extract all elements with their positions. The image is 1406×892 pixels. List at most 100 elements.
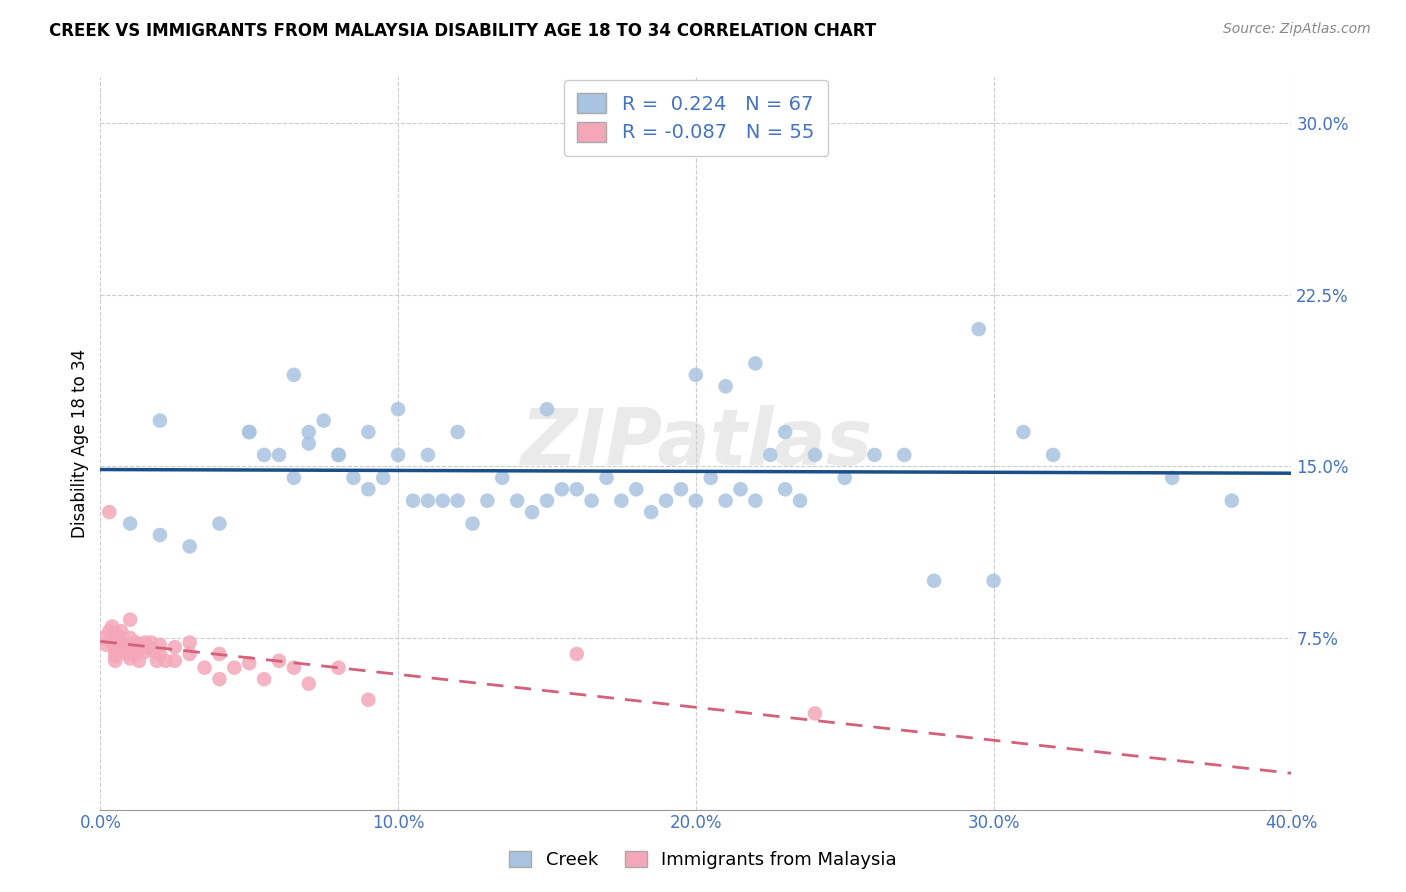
Point xyxy=(387,402,409,417)
Point xyxy=(104,629,127,643)
Point xyxy=(96,638,118,652)
Point xyxy=(1161,471,1184,485)
Point xyxy=(128,654,150,668)
Point xyxy=(520,505,543,519)
Point xyxy=(461,516,484,531)
Point xyxy=(163,640,186,654)
Point xyxy=(863,448,886,462)
Point xyxy=(773,482,796,496)
Text: Source: ZipAtlas.com: Source: ZipAtlas.com xyxy=(1223,22,1371,37)
Point xyxy=(112,645,135,659)
Point xyxy=(163,654,186,668)
Point xyxy=(104,640,127,654)
Point xyxy=(565,482,588,496)
Point xyxy=(416,493,439,508)
Point xyxy=(446,493,468,508)
Point xyxy=(744,493,766,508)
Point xyxy=(357,692,380,706)
Point xyxy=(1220,493,1243,508)
Point xyxy=(101,635,124,649)
Point xyxy=(1042,448,1064,462)
Point xyxy=(328,448,350,462)
Point xyxy=(104,649,127,664)
Point xyxy=(125,635,148,649)
Point xyxy=(699,471,721,485)
Point xyxy=(640,505,662,519)
Point xyxy=(446,425,468,439)
Point xyxy=(685,368,707,382)
Point xyxy=(238,656,260,670)
Point xyxy=(179,540,201,554)
Point xyxy=(626,482,648,496)
Point xyxy=(149,528,172,542)
Point xyxy=(744,356,766,370)
Point xyxy=(104,654,127,668)
Point xyxy=(149,647,172,661)
Point xyxy=(536,402,558,417)
Point xyxy=(298,436,321,450)
Text: ZIPatlas: ZIPatlas xyxy=(520,406,872,482)
Point xyxy=(298,676,321,690)
Point xyxy=(110,624,132,638)
Point xyxy=(253,672,276,686)
Point xyxy=(128,638,150,652)
Point xyxy=(387,448,409,462)
Point xyxy=(238,425,260,439)
Point xyxy=(773,425,796,439)
Point xyxy=(107,629,129,643)
Point xyxy=(179,647,201,661)
Point xyxy=(730,482,752,496)
Point xyxy=(328,661,350,675)
Point xyxy=(104,645,127,659)
Point xyxy=(120,645,142,659)
Point xyxy=(283,368,305,382)
Point xyxy=(224,661,246,675)
Point xyxy=(714,493,737,508)
Point xyxy=(804,448,827,462)
Point xyxy=(139,635,162,649)
Point xyxy=(610,493,633,508)
Point xyxy=(98,624,121,638)
Point xyxy=(328,448,350,462)
Point xyxy=(136,640,159,654)
Point xyxy=(131,640,153,654)
Point xyxy=(134,635,156,649)
Point xyxy=(565,647,588,661)
Point xyxy=(402,493,425,508)
Point xyxy=(357,425,380,439)
Text: CREEK VS IMMIGRANTS FROM MALAYSIA DISABILITY AGE 18 TO 34 CORRELATION CHART: CREEK VS IMMIGRANTS FROM MALAYSIA DISABI… xyxy=(49,22,876,40)
Point xyxy=(373,471,395,485)
Point xyxy=(120,631,142,645)
Point xyxy=(149,414,172,428)
Point xyxy=(110,640,132,654)
Point xyxy=(342,471,364,485)
Point xyxy=(267,654,290,668)
Point xyxy=(581,493,603,508)
Point xyxy=(120,613,142,627)
Point xyxy=(98,505,121,519)
Point xyxy=(669,482,692,496)
Point xyxy=(759,448,782,462)
Point xyxy=(477,493,499,508)
Y-axis label: Disability Age 18 to 34: Disability Age 18 to 34 xyxy=(72,349,89,538)
Point xyxy=(146,654,169,668)
Point xyxy=(115,638,138,652)
Point xyxy=(536,493,558,508)
Point xyxy=(179,635,201,649)
Point xyxy=(238,425,260,439)
Point xyxy=(922,574,945,588)
Point xyxy=(120,516,142,531)
Point xyxy=(91,631,114,645)
Point xyxy=(714,379,737,393)
Point xyxy=(149,638,172,652)
Point xyxy=(685,493,707,508)
Point xyxy=(208,516,231,531)
Point xyxy=(551,482,574,496)
Point xyxy=(595,471,617,485)
Point xyxy=(416,448,439,462)
Point xyxy=(983,574,1005,588)
Point xyxy=(208,647,231,661)
Point xyxy=(134,645,156,659)
Point xyxy=(312,414,335,428)
Point xyxy=(357,482,380,496)
